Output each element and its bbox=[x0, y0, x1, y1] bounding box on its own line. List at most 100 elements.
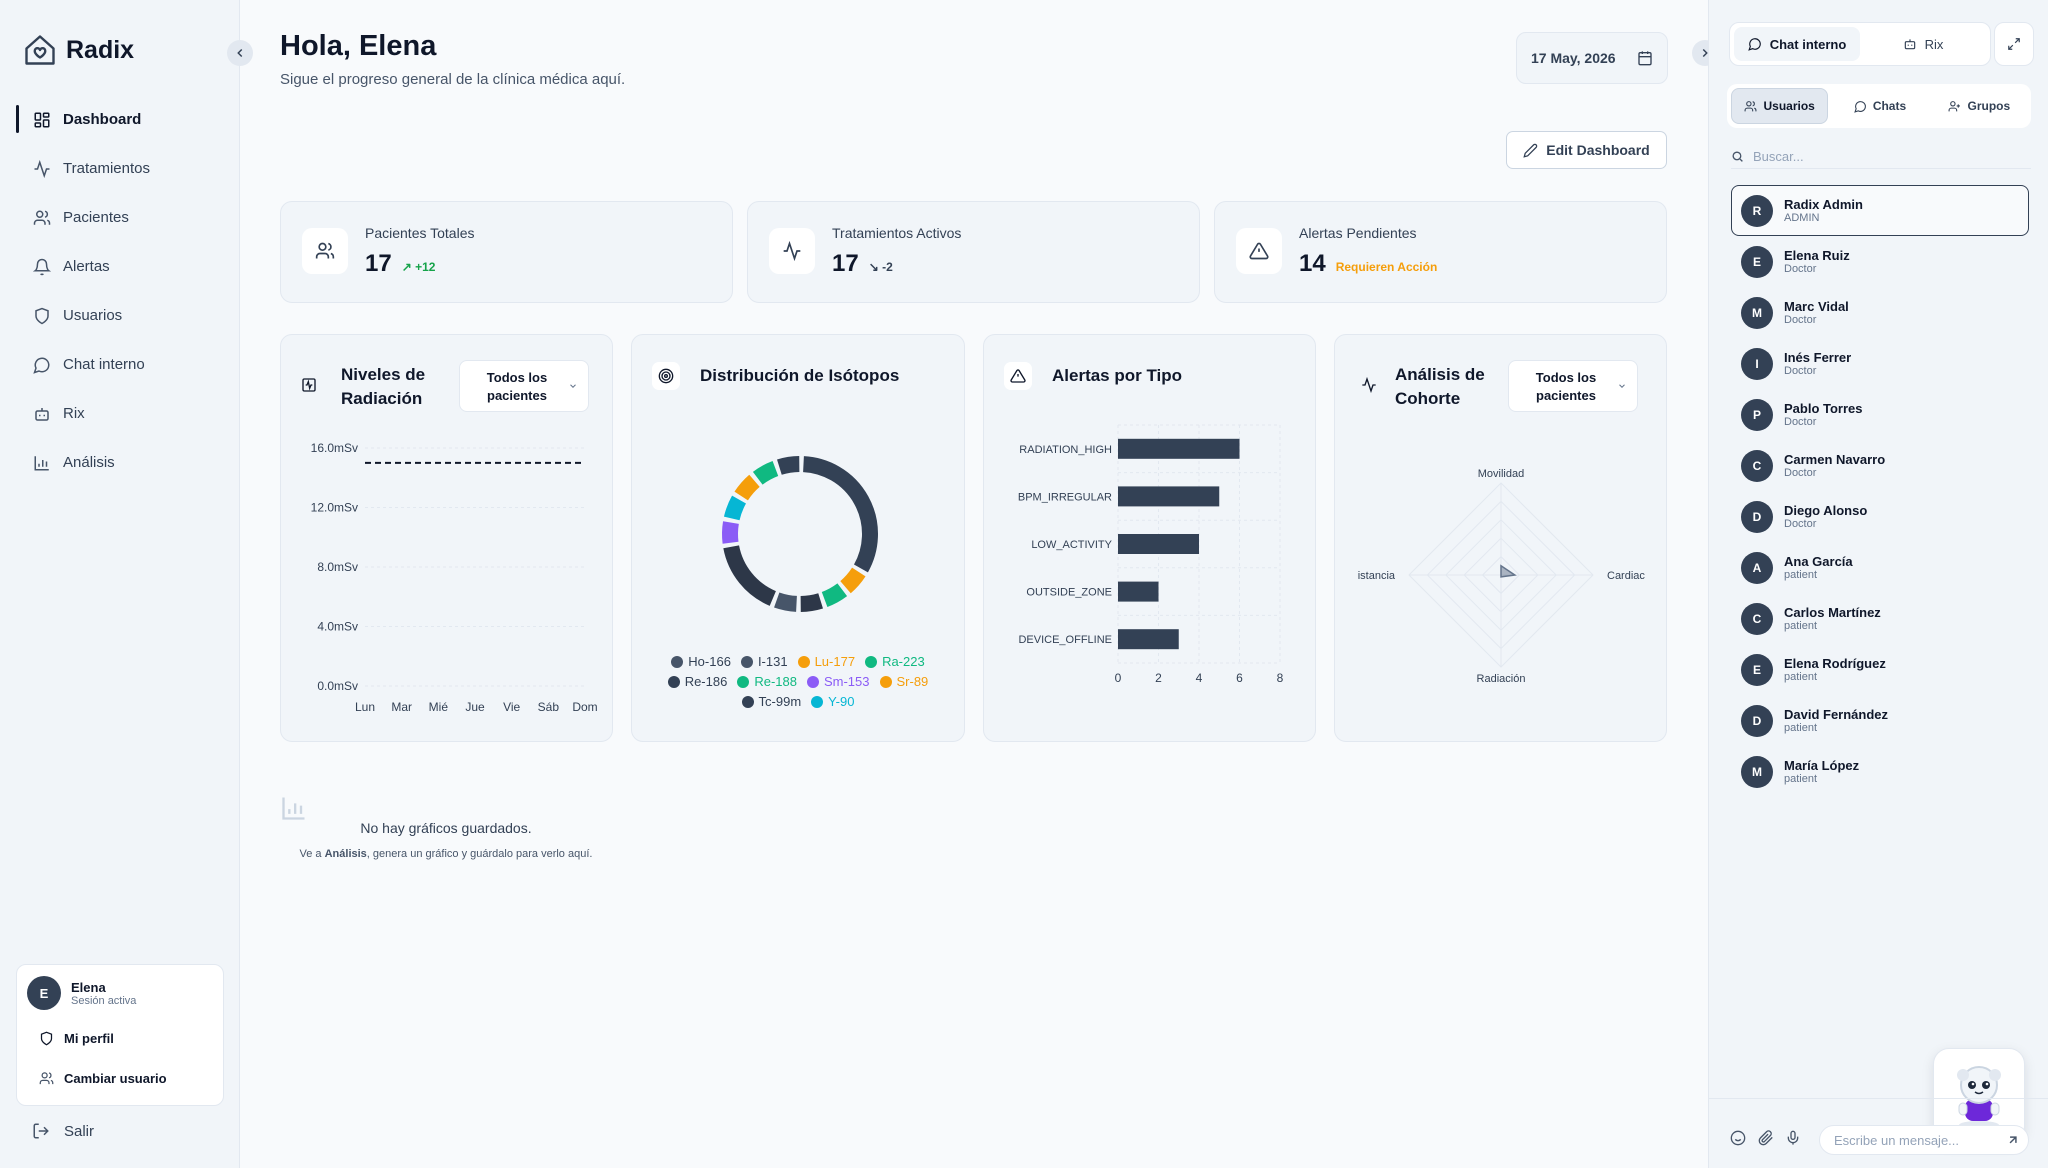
robot-mascot-icon bbox=[1957, 1066, 2001, 1129]
send-icon bbox=[2009, 1136, 2017, 1144]
message-placeholder: Escribe un mensaje... bbox=[1834, 1132, 1960, 1148]
radar-shape[interactable] bbox=[1500, 564, 1517, 578]
sidebar-item-pacientes[interactable]: Pacientes bbox=[16, 193, 224, 242]
legend-item[interactable]: Tc-99m bbox=[741, 693, 801, 711]
legend-label: Re-188 bbox=[754, 674, 797, 689]
stat-row: 17 ↗ +12 bbox=[365, 250, 435, 278]
tab-rix[interactable]: Rix bbox=[1860, 27, 1986, 61]
legend-item[interactable]: Sm-153 bbox=[806, 673, 870, 691]
tab-usuarios[interactable]: Usuarios bbox=[1731, 88, 1829, 124]
switch-user-link[interactable]: Cambiar usuario bbox=[17, 1058, 223, 1098]
voice-button[interactable] bbox=[1782, 1127, 1804, 1149]
tab-chat-interno[interactable]: Chat interno bbox=[1734, 27, 1860, 61]
bar[interactable] bbox=[1118, 534, 1199, 554]
donut-segment[interactable] bbox=[723, 495, 747, 521]
user-role: Doctor bbox=[1784, 416, 1817, 428]
donut-segment[interactable] bbox=[777, 456, 800, 475]
logo[interactable]: Radix bbox=[22, 32, 134, 68]
donut-segment[interactable] bbox=[800, 593, 823, 612]
card-title: Niveles de Radiación bbox=[341, 365, 426, 408]
x-tick-label: Dom bbox=[572, 700, 597, 714]
user-list-item[interactable]: R Radix Admin ADMIN bbox=[1731, 185, 2029, 236]
stat-label: Alertas Pendientes bbox=[1299, 225, 1417, 241]
user-search[interactable]: Buscar... bbox=[1731, 145, 2031, 169]
user-list-item[interactable]: D David Fernández patient bbox=[1731, 695, 2029, 746]
sidebar-item-dashboard[interactable]: Dashboard bbox=[16, 95, 224, 144]
patient-filter-select[interactable]: Todos los pacientes bbox=[1508, 360, 1638, 412]
bar[interactable] bbox=[1118, 438, 1240, 459]
send-button[interactable] bbox=[2002, 1129, 2024, 1151]
search-input[interactable]: Buscar... bbox=[1753, 149, 1804, 164]
legend-item[interactable]: Sr-89 bbox=[879, 673, 928, 691]
user-list-item[interactable]: C Carlos Martínez patient bbox=[1731, 593, 2029, 644]
bar[interactable] bbox=[1118, 486, 1220, 507]
user-list-item[interactable]: C Carmen Navarro Doctor bbox=[1731, 440, 2029, 491]
user-list-item[interactable]: P Pablo Torres Doctor bbox=[1731, 389, 2029, 440]
analisis-link[interactable]: Análisis bbox=[324, 848, 367, 860]
switch-user-label: Cambiar usuario bbox=[64, 1070, 167, 1086]
avatar: A bbox=[1741, 551, 1773, 584]
user-role: ADMIN bbox=[1784, 212, 1820, 224]
donut-segment[interactable] bbox=[802, 456, 878, 573]
sidebar-item-usuarios[interactable]: Usuarios bbox=[16, 291, 224, 340]
sidebar-item-rix[interactable]: Rix bbox=[16, 389, 224, 438]
logout-button[interactable]: Salir bbox=[32, 1122, 94, 1140]
date-picker[interactable]: 17 May, 2026 bbox=[1516, 32, 1668, 84]
donut-segment[interactable] bbox=[752, 460, 779, 485]
avatar: C bbox=[1741, 602, 1773, 635]
donut-segment[interactable] bbox=[722, 521, 739, 544]
message-input[interactable]: Escribe un mensaje... bbox=[1819, 1125, 2029, 1155]
sidebar-item-chat-interno[interactable]: Chat interno bbox=[16, 340, 224, 389]
tab-grupos[interactable]: Grupos bbox=[1932, 88, 2027, 124]
bar[interactable] bbox=[1118, 629, 1179, 650]
tab-chats[interactable]: Chats bbox=[1832, 88, 1927, 124]
sidebar-item-tratamientos[interactable]: Tratamientos bbox=[16, 144, 224, 193]
legend-item[interactable]: Ra-223 bbox=[865, 653, 925, 671]
legend-item[interactable]: Ho-166 bbox=[671, 653, 731, 671]
x-tick-label: 4 bbox=[1196, 671, 1203, 685]
pencil-icon bbox=[1523, 143, 1538, 158]
user-role: Doctor bbox=[1784, 263, 1817, 275]
my-profile-link[interactable]: Mi perfil bbox=[17, 1018, 223, 1058]
radar-axis-label: Movilidad bbox=[1478, 468, 1524, 480]
emoji-button[interactable] bbox=[1727, 1127, 1749, 1149]
attach-button[interactable] bbox=[1755, 1127, 1777, 1149]
x-tick-label: Lun bbox=[355, 700, 375, 714]
legend-swatch bbox=[737, 676, 750, 688]
legend-item[interactable]: Re-186 bbox=[667, 673, 727, 691]
sidebar: Radix Dashboard Tratamientos Pacientes A… bbox=[0, 0, 240, 1168]
user-list-item[interactable]: E Elena Ruiz Doctor bbox=[1731, 236, 2029, 287]
donut-segment[interactable] bbox=[821, 583, 848, 608]
legend-swatch bbox=[879, 676, 892, 688]
sidebar-item-alertas[interactable]: Alertas bbox=[16, 242, 224, 291]
legend-item[interactable]: Y-90 bbox=[811, 693, 854, 711]
users-icon bbox=[39, 1071, 54, 1084]
sidebar-item-analisis[interactable]: Análisis bbox=[16, 438, 224, 487]
alerts-bar-chart: 0 2 4 6 8 RADIATION_HIGH BPM_IRREGULAR LOW_ACTI… bbox=[1018, 424, 1284, 685]
user-list-item[interactable]: I Inés Ferrer Doctor bbox=[1731, 338, 2029, 389]
donut-segment[interactable] bbox=[723, 545, 777, 606]
stat-card-patients: Pacientes Totales 17 ↗ +12 bbox=[280, 201, 733, 303]
edit-dashboard-button[interactable]: Edit Dashboard bbox=[1506, 131, 1667, 169]
bar[interactable] bbox=[1118, 581, 1159, 602]
user-list-item[interactable]: M María López patient bbox=[1731, 746, 2029, 797]
stat-icon bbox=[302, 228, 348, 274]
collapse-sidebar-button[interactable] bbox=[227, 40, 253, 66]
chart-icon bbox=[652, 362, 680, 390]
user-name: Elena bbox=[71, 979, 106, 995]
user-list-item[interactable]: E Elena Rodríguez patient bbox=[1731, 644, 2029, 695]
filter-value: Todos los pacientes bbox=[486, 370, 548, 403]
user-list-item[interactable]: D Diego Alonso Doctor bbox=[1731, 491, 2029, 542]
donut-segment[interactable] bbox=[774, 592, 798, 612]
user-role: patient bbox=[1784, 671, 1818, 683]
donut-segment[interactable] bbox=[840, 567, 866, 594]
dashboard-icon bbox=[34, 112, 50, 127]
donut-segment[interactable] bbox=[734, 474, 760, 501]
legend-item[interactable]: Lu-177 bbox=[797, 653, 855, 671]
user-list-item[interactable]: M Marc Vidal Doctor bbox=[1731, 287, 2029, 338]
expand-panel-button[interactable] bbox=[1994, 22, 2034, 66]
user-list-item[interactable]: A Ana García patient bbox=[1731, 542, 2029, 593]
legend-item[interactable]: Re-188 bbox=[737, 673, 797, 691]
legend-item[interactable]: I-131 bbox=[740, 653, 788, 671]
patient-filter-select[interactable]: Todos los pacientes bbox=[459, 360, 589, 412]
